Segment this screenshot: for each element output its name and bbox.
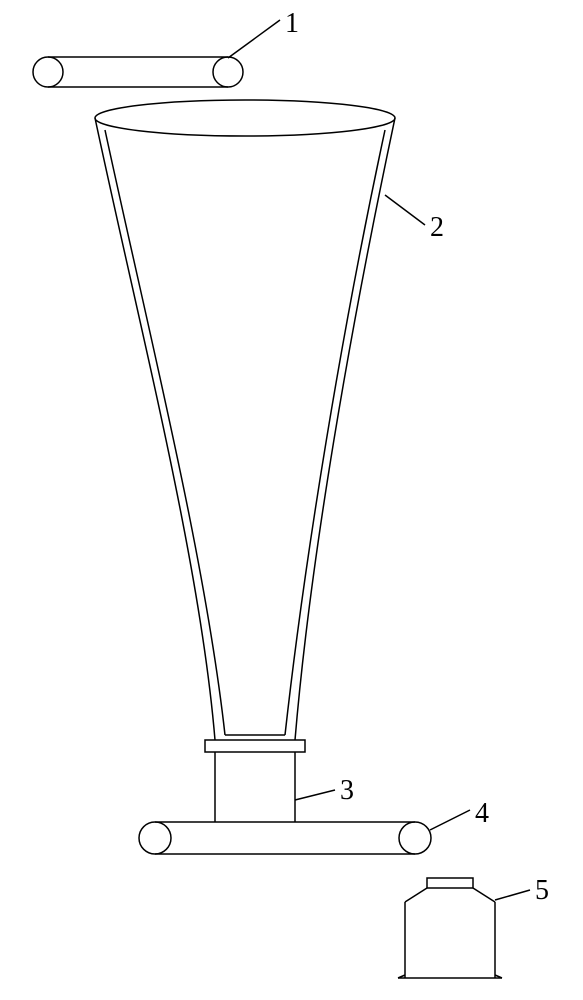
- top-conveyor: [33, 20, 280, 87]
- diagram-canvas: [0, 0, 583, 1000]
- callout-4: 4: [475, 798, 489, 830]
- callout-2: 2: [430, 212, 444, 244]
- funnel: [95, 100, 425, 740]
- callout-5: 5: [535, 875, 549, 907]
- callout-3: 3: [340, 775, 354, 807]
- callout-1: 1: [285, 8, 299, 40]
- outlet-tube: [205, 740, 335, 822]
- bottom-conveyor: [139, 810, 470, 854]
- container: [398, 878, 530, 978]
